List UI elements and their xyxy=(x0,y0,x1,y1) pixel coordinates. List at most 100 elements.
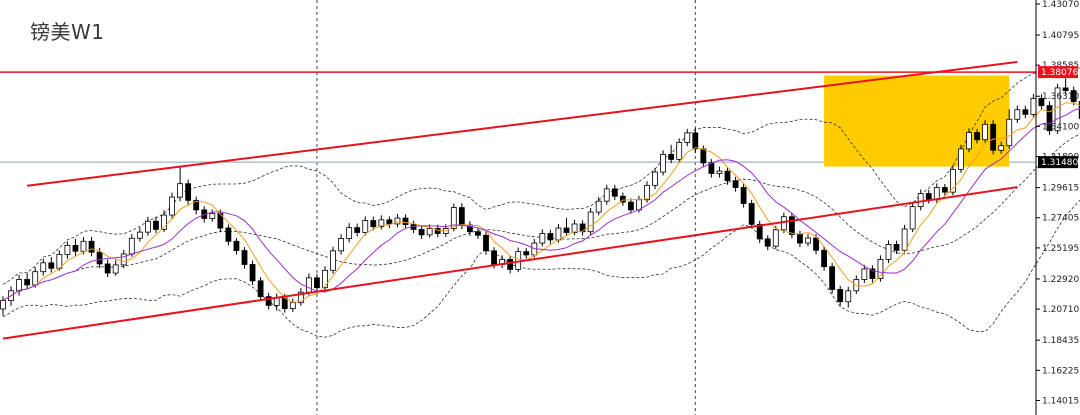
candle-body xyxy=(547,233,554,241)
price-tick-label: 1.27405 xyxy=(1042,214,1079,224)
candle-body xyxy=(901,228,908,251)
candle-body xyxy=(322,269,328,289)
candle-down xyxy=(483,231,489,255)
candle-body xyxy=(764,238,771,247)
candle-body xyxy=(16,279,23,292)
candle-body xyxy=(475,231,481,236)
candle-body xyxy=(756,223,763,240)
candle-body xyxy=(780,216,787,231)
candle-body xyxy=(120,253,127,266)
candle-body xyxy=(354,227,361,233)
candle-body xyxy=(450,207,457,229)
candle-body xyxy=(982,123,988,141)
price-axis: 1.430701.407951.385851.363101.341001.318… xyxy=(1036,0,1079,406)
candle-body xyxy=(1062,87,1069,92)
candle-down xyxy=(314,274,320,292)
highlight-layer xyxy=(824,75,1010,167)
candle-up xyxy=(958,144,964,173)
candle-up xyxy=(587,207,594,235)
chart-title: 镑美W1 xyxy=(30,20,105,44)
candle-body xyxy=(587,211,594,233)
candle-body xyxy=(177,183,184,198)
candle-up xyxy=(161,210,167,233)
candle-up xyxy=(209,209,216,222)
candle-down xyxy=(72,238,79,256)
candle-body xyxy=(966,132,972,150)
candle-body xyxy=(603,188,610,202)
candle-body xyxy=(346,227,353,239)
candle-body xyxy=(458,207,465,226)
candle-body xyxy=(1038,97,1045,107)
candle-body xyxy=(861,268,868,280)
candle-body xyxy=(925,193,932,201)
candle-body xyxy=(305,277,312,293)
candle-body xyxy=(998,145,1005,151)
candle-body xyxy=(821,249,827,268)
candle-up xyxy=(16,275,23,296)
candle-up xyxy=(901,224,908,254)
candle-down xyxy=(1022,105,1029,119)
candle-body xyxy=(144,220,151,233)
candle-body xyxy=(555,227,562,241)
candle-body xyxy=(789,216,795,235)
bollinger-middle-band xyxy=(2,133,1080,301)
candle-body xyxy=(772,229,779,247)
candle-body xyxy=(877,259,884,279)
candle-body xyxy=(700,148,707,164)
candle-body xyxy=(491,250,497,265)
candle-body xyxy=(314,277,320,289)
candle-body xyxy=(724,170,731,182)
candle-up xyxy=(362,216,369,236)
candle-body xyxy=(402,217,409,226)
price-tick-label: 1.14015 xyxy=(1042,396,1079,406)
candle-body xyxy=(24,279,31,286)
candle-down xyxy=(233,238,240,255)
candle-up xyxy=(394,213,401,228)
candle-body xyxy=(805,237,811,244)
candle-body xyxy=(660,153,666,173)
candle-up xyxy=(571,219,578,236)
candle-body xyxy=(378,219,385,228)
candle-down xyxy=(748,199,755,229)
candle-up xyxy=(539,229,546,247)
candle-up xyxy=(1030,93,1037,118)
candle-down xyxy=(475,228,481,239)
candle-up xyxy=(684,128,691,147)
candle-body xyxy=(32,271,39,286)
candle-body xyxy=(740,187,747,204)
candle-body xyxy=(990,123,997,151)
candle-down xyxy=(193,196,200,215)
candle-body xyxy=(829,266,836,290)
candle-body xyxy=(1006,118,1013,147)
candle-down xyxy=(869,265,876,283)
candle-down xyxy=(153,216,159,234)
candle-up xyxy=(845,286,852,308)
candle-body xyxy=(169,196,175,216)
candle-body xyxy=(273,297,280,306)
ma-slow-line xyxy=(2,107,1080,302)
candle-down xyxy=(579,220,586,236)
candle-up xyxy=(289,298,296,312)
candle-down xyxy=(265,292,272,310)
candle-up xyxy=(966,128,972,153)
candle-up xyxy=(297,288,304,306)
price-tick-label: 1.29615 xyxy=(1042,184,1079,194)
candle-body xyxy=(507,259,514,270)
candle-body xyxy=(1030,97,1037,115)
channel-upper-trend-line xyxy=(27,60,1018,187)
candle-body xyxy=(523,251,530,256)
candle-up xyxy=(998,141,1005,154)
price-tick-label: 1.20710 xyxy=(1042,305,1079,315)
candle-down xyxy=(756,220,763,244)
candle-body xyxy=(434,228,441,234)
candle-body xyxy=(571,223,578,233)
candle-body xyxy=(668,153,675,160)
candle-up xyxy=(644,181,650,203)
candle-down xyxy=(402,214,409,229)
candle-down xyxy=(732,176,739,192)
candle-down xyxy=(225,224,232,246)
channel-lower-trend-line xyxy=(2,186,1018,340)
candle-body xyxy=(72,244,79,252)
candle-body xyxy=(716,170,723,174)
candle-body xyxy=(1046,105,1053,132)
